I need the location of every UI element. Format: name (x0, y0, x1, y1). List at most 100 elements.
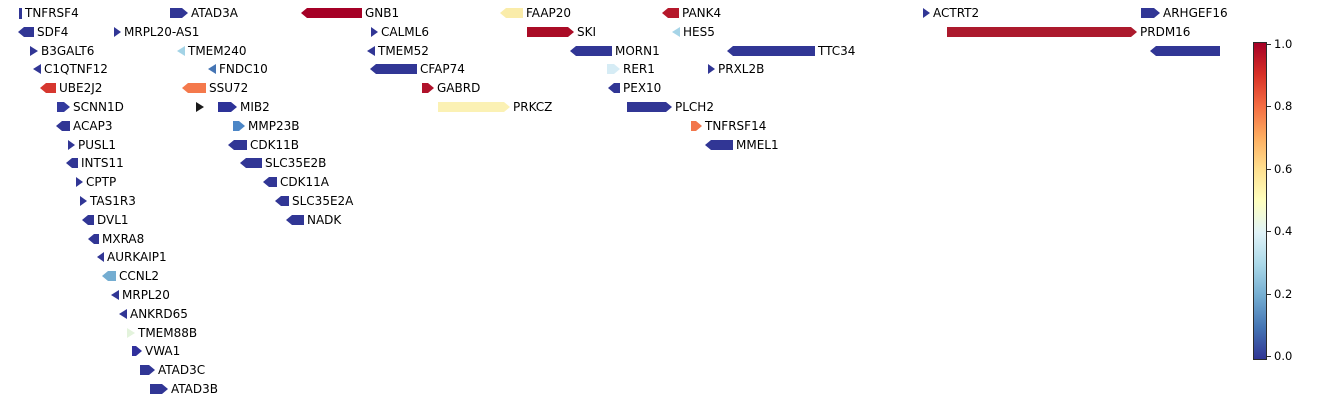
gene-label: TTC34 (818, 44, 856, 58)
gene-label: ARHGEF16 (1163, 6, 1228, 20)
gene-label: SSU72 (209, 81, 249, 95)
gene-unlabeled (196, 99, 204, 115)
colorbar-tick (1267, 106, 1271, 107)
gene-label: AURKAIP1 (107, 250, 167, 264)
gene-label: ANKRD65 (130, 307, 188, 321)
gene-bar-icon (19, 7, 22, 19)
gene-label: MORN1 (615, 44, 660, 58)
gene-label: GABRD (437, 81, 481, 95)
gene-label: MRPL20 (122, 288, 170, 302)
gene-arrow-icon (662, 8, 679, 18)
gene-arrow-icon (218, 102, 237, 112)
gene-arrow-icon (18, 27, 34, 37)
gene-arrow-icon (127, 328, 135, 338)
gene-tas1r3: TAS1R3 (80, 193, 136, 209)
gene-arrow-icon (301, 8, 362, 18)
gene-gabrd: GABRD (422, 80, 480, 96)
colorbar-tick (1267, 169, 1271, 170)
gene-arrow-icon (370, 64, 417, 74)
gene-arrow-icon (140, 365, 155, 375)
gene-label: MMP23B (248, 119, 300, 133)
gene-label: TMEM240 (188, 44, 247, 58)
gene-calml6: CALML6 (371, 24, 429, 40)
gene-tmem52: TMEM52 (367, 43, 429, 59)
gene-vwa1: VWA1 (132, 343, 180, 359)
gene-label: TMEM52 (378, 44, 429, 58)
gene-label: CPTP (86, 175, 117, 189)
gene-cptp: CPTP (76, 174, 116, 190)
colorbar-tick-label: 0.0 (1274, 349, 1293, 363)
gene-mrpl20-as1: MRPL20-AS1 (114, 24, 199, 40)
gene-cdk11a: CDK11A (263, 174, 329, 190)
gene-arrow-icon (102, 271, 116, 281)
gene-label: PANK4 (682, 6, 722, 20)
gene-label: GNB1 (365, 6, 400, 20)
gene-mmel1: MMEL1 (705, 137, 779, 153)
gene-hes5: HES5 (672, 24, 715, 40)
colorbar-tick-label: 0.8 (1274, 99, 1293, 113)
gene-actrt2: ACTRT2 (923, 5, 979, 21)
gene-arrow-icon (57, 102, 70, 112)
gene-c1qtnf12: C1QTNF12 (33, 61, 108, 77)
gene-atad3b: ATAD3B (150, 381, 218, 397)
gene-tnfrsf14: TNFRSF14 (691, 118, 766, 134)
gene-arrow-icon (208, 64, 216, 74)
colorbar-tick-label: 0.2 (1274, 287, 1293, 301)
gene-dvl1: DVL1 (82, 212, 129, 228)
gene-label: PRDM16 (1140, 25, 1191, 39)
gene-mib2: MIB2 (218, 99, 270, 115)
gene-label: CDK11A (280, 175, 329, 189)
gene-label: MMEL1 (736, 138, 779, 152)
gene-arrow-icon (275, 196, 289, 206)
gene-arrow-icon (923, 8, 930, 18)
gene-arrow-icon (500, 8, 523, 18)
gene-label: PUSL1 (78, 138, 116, 152)
gene-arrow-icon (1150, 46, 1220, 56)
gene-label: NADK (307, 213, 342, 227)
gene-ski: SKI (527, 24, 596, 40)
gene-label: SDF4 (37, 25, 69, 39)
gene-cdk11b: CDK11B (228, 137, 299, 153)
gene-arrow-icon (672, 27, 680, 37)
gene-pank4: PANK4 (662, 5, 721, 21)
gene-rer1: RER1 (607, 61, 655, 77)
gene-arrow-icon (607, 64, 620, 74)
colorbar-gradient (1253, 42, 1267, 360)
gene-tmem88b: TMEM88B (127, 325, 197, 341)
colorbar-tick-label: 0.4 (1274, 224, 1293, 238)
gene-label: ATAD3A (191, 6, 238, 20)
gene-tmem240: TMEM240 (177, 43, 247, 59)
gene-arrow-icon (263, 177, 277, 187)
gene-arrow-icon (608, 83, 620, 93)
gene-faap20: FAAP20 (500, 5, 571, 21)
gene-label: PRKCZ (513, 100, 553, 114)
gene-morn1: MORN1 (570, 43, 660, 59)
gene-arrow-icon (82, 215, 94, 225)
gene-arrow-icon (708, 64, 715, 74)
colorbar-tick (1267, 231, 1271, 232)
gene-label: TNFRSF4 (25, 6, 79, 20)
gene-label: PLCH2 (675, 100, 714, 114)
gene-label: CFAP74 (420, 62, 465, 76)
gene-arrow-icon (80, 196, 87, 206)
gene-pex10: PEX10 (608, 80, 661, 96)
gene-arrow-icon (371, 27, 378, 37)
gene-nadk: NADK (286, 212, 341, 228)
gene-label: FAAP20 (526, 6, 572, 20)
gene-label: B3GALT6 (41, 44, 95, 58)
gene-ttc34: TTC34 (727, 43, 855, 59)
gene-label: ATAD3C (158, 363, 206, 377)
gene-arrow-icon (727, 46, 815, 56)
gene-prxl2b: PRXL2B (708, 61, 764, 77)
gene-label: ACAP3 (73, 119, 113, 133)
gene-label: FNDC10 (219, 62, 268, 76)
gene-plch2: PLCH2 (627, 99, 714, 115)
gene-gnb1: GNB1 (301, 5, 399, 21)
gene-label: C1QTNF12 (44, 62, 108, 76)
gene-atad3c: ATAD3C (140, 362, 205, 378)
gene-arrow-icon (240, 158, 262, 168)
gene-label: MXRA8 (102, 232, 145, 246)
gene-label: MIB2 (240, 100, 270, 114)
gene-sdf4: SDF4 (18, 24, 68, 40)
